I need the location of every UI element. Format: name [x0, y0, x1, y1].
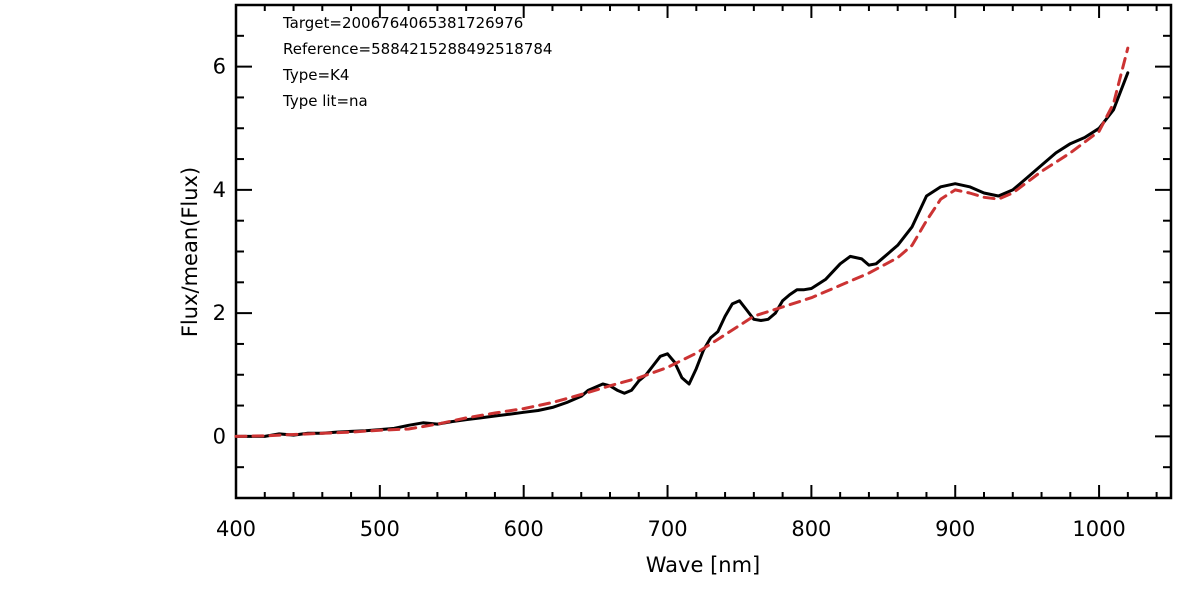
x-tick-label: 800 — [791, 517, 831, 541]
y-tick-label: 2 — [213, 301, 226, 325]
annotation-reference: Reference=5884215288492518784 — [283, 40, 552, 58]
x-tick-label: 700 — [647, 517, 687, 541]
target-series-line — [234, 71, 1130, 438]
x-tick-label: 900 — [935, 517, 975, 541]
annotation-target: Target=2006764065381726976 — [282, 14, 523, 32]
axis-ticks — [235, 4, 1171, 499]
x-tick-label: 500 — [360, 517, 400, 541]
y-axis-title: Flux/mean(Flux) — [178, 167, 202, 337]
tick-labels: 400 500 600 700 800 900 1000 0 2 4 6 — [213, 55, 1126, 541]
reference-series-line — [234, 46, 1130, 438]
annotation-type: Type=K4 — [282, 66, 349, 84]
y-tick-label: 6 — [213, 55, 226, 79]
x-tick-label: 400 — [216, 517, 256, 541]
series-lines — [234, 46, 1130, 438]
annotations: Target=2006764065381726976 Reference=588… — [282, 14, 552, 110]
y-tick-label: 0 — [213, 424, 226, 448]
x-axis-title: Wave [nm] — [646, 553, 760, 577]
y-tick-label: 4 — [213, 178, 226, 202]
x-tick-label: 600 — [504, 517, 544, 541]
plot-frame — [234, 3, 1173, 500]
x-tick-label: 1000 — [1072, 517, 1125, 541]
annotation-type-lit: Type lit=na — [282, 92, 368, 110]
